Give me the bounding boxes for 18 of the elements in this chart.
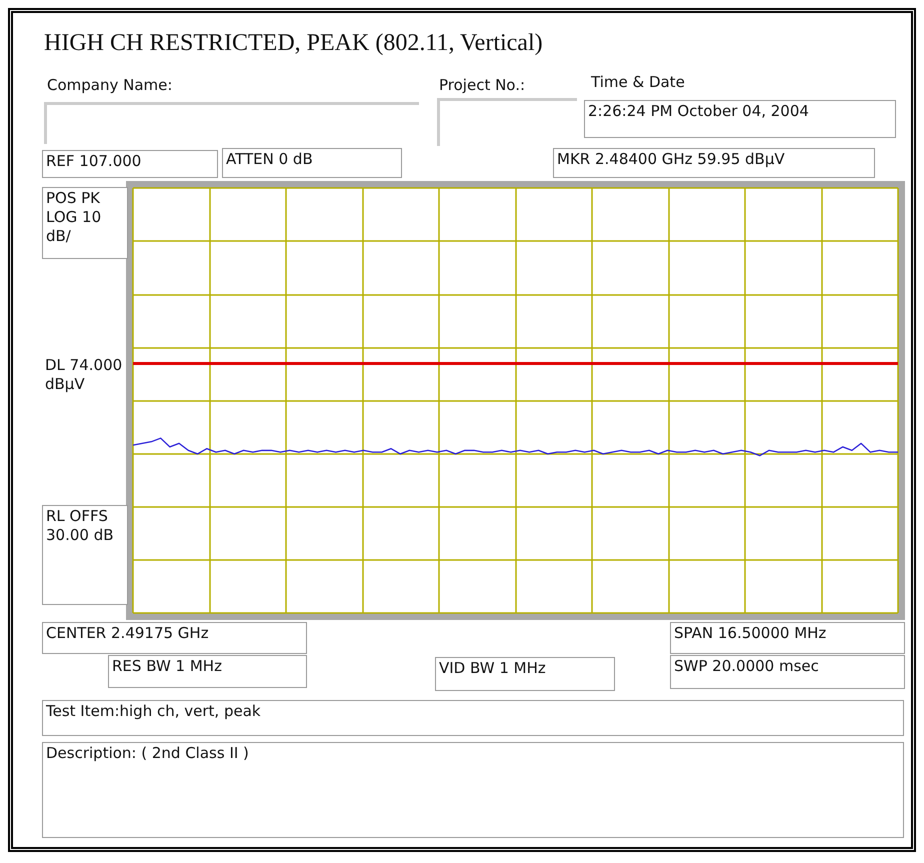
text: POS PK LOG 10 dB/	[42, 187, 128, 259]
text: Description: ( 2nd Class II )	[42, 742, 904, 838]
text: CENTER 2.49175 GHz	[42, 622, 307, 654]
text: Company Name:	[46, 75, 174, 96]
chart-title: HIGH CH RESTRICTED, PEAK (802.11, Vertical)	[44, 30, 543, 57]
ref-line-label: DL 74.000 dBµV	[44, 355, 124, 395]
text: REF 107.000	[42, 150, 218, 178]
text: Time & Date	[590, 72, 686, 93]
text: SWP 20.0000 msec	[670, 655, 905, 689]
text: VID BW 1 MHz	[435, 657, 615, 691]
text: Project No.:	[438, 75, 526, 96]
text: MKR 2.48400 GHz 59.95 dBµV	[553, 148, 875, 178]
text: RES BW 1 MHz	[108, 655, 307, 688]
text: ATTEN 0 dB	[222, 148, 402, 178]
text: SPAN 16.50000 MHz	[670, 622, 905, 654]
text: Test Item:high ch, vert, peak	[42, 700, 904, 736]
text: 2:26:24 PM October 04, 2004	[584, 100, 896, 138]
text: RL OFFS 30.00 dB	[42, 505, 128, 605]
